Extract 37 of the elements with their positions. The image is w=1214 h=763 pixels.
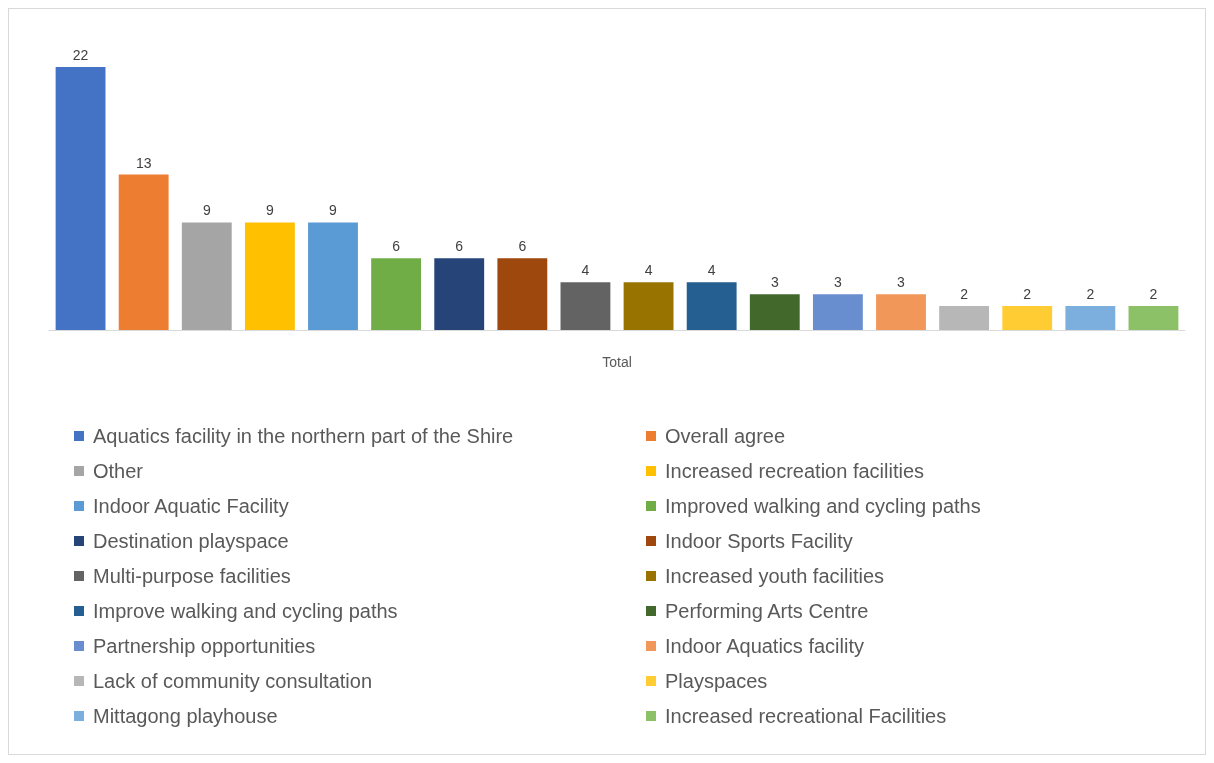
- data-label: 2: [1086, 286, 1095, 303]
- legend-label: Playspaces: [665, 670, 768, 692]
- data-label: 13: [135, 154, 152, 171]
- legend-label: Increased recreational Facilities: [665, 705, 947, 727]
- legend-label: Other: [93, 460, 144, 482]
- legend-label: Multi-purpose facilities: [93, 565, 291, 587]
- data-label: 9: [329, 202, 338, 219]
- legend-label: Indoor Sports Facility: [665, 530, 853, 552]
- data-label: 2: [1023, 286, 1032, 303]
- legend-label: Aquatics facility in the northern part of the Shire: [93, 425, 514, 447]
- data-label: 6: [518, 238, 527, 255]
- legend-label: Indoor Aquatics facility: [665, 635, 864, 657]
- legend-label: Increased recreation facilities: [665, 460, 925, 482]
- legend-label: Indoor Aquatic Facility: [93, 495, 289, 517]
- data-label: 6: [392, 238, 401, 255]
- legend-label: Improve walking and cycling paths: [93, 600, 398, 622]
- legend-label: Partnership opportunities: [93, 635, 316, 657]
- data-label: 2: [1149, 286, 1158, 303]
- data-label: 3: [770, 274, 779, 291]
- data-label: 9: [265, 202, 274, 219]
- data-label: 4: [707, 262, 716, 279]
- data-label: 9: [202, 202, 211, 219]
- data-label: 2: [960, 286, 969, 303]
- data-label: 4: [581, 262, 590, 279]
- data-label: 4: [644, 262, 653, 279]
- legend-label: Lack of community consultation: [93, 670, 373, 692]
- legend-label: Destination playspace: [93, 530, 289, 552]
- data-label: 3: [897, 274, 906, 291]
- legend-label: Mittagong playhouse: [93, 705, 278, 727]
- data-label: 6: [455, 238, 464, 255]
- x-axis-title: Total: [602, 354, 632, 370]
- legend-label: Overall agree: [665, 425, 786, 447]
- data-label: 3: [833, 274, 842, 291]
- data-label: 22: [72, 47, 89, 63]
- legend-label: Performing Arts Centre: [665, 600, 869, 622]
- legend-label: Improved walking and cycling paths: [665, 495, 981, 517]
- legend-label: Increased youth facilities: [665, 565, 885, 587]
